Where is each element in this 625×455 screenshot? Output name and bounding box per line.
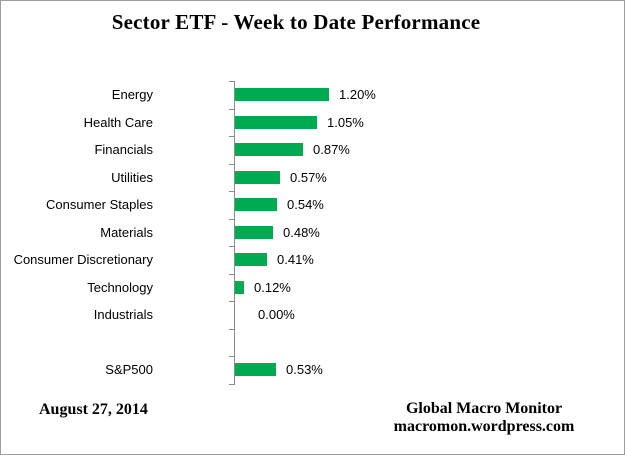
axis-tick bbox=[229, 164, 235, 165]
category-label: Financials bbox=[94, 142, 153, 157]
footer-credit: Global Macro Monitor macromon.wordpress.… bbox=[334, 400, 624, 436]
category-label: S&P500 bbox=[105, 362, 153, 377]
category-label: Health Care bbox=[83, 115, 153, 130]
axis-tick bbox=[229, 356, 235, 357]
category-label: Energy bbox=[111, 87, 153, 102]
value-label: 1.05% bbox=[327, 115, 364, 130]
value-label: 0.54% bbox=[287, 197, 324, 212]
bar bbox=[235, 281, 244, 294]
axis-tick bbox=[229, 219, 235, 220]
category-label: Industrials bbox=[93, 307, 153, 322]
category-label: Technology bbox=[87, 280, 153, 295]
axis-tick bbox=[229, 191, 235, 192]
chart-title: Sector ETF - Week to Date Performance bbox=[111, 10, 481, 34]
bar bbox=[235, 171, 280, 184]
footer-credit-source: Global Macro Monitor bbox=[405, 400, 563, 417]
bar bbox=[235, 198, 277, 211]
value-label: 0.41% bbox=[277, 252, 314, 267]
bar bbox=[235, 363, 276, 376]
bar bbox=[235, 226, 273, 239]
bar bbox=[235, 88, 329, 101]
axis-tick bbox=[229, 384, 235, 385]
value-label: 0.00% bbox=[258, 307, 295, 322]
axis-tick bbox=[229, 246, 235, 247]
category-label: Consumer Staples bbox=[46, 197, 153, 212]
footer-date: August 27, 2014 bbox=[39, 401, 148, 418]
value-label: 0.53% bbox=[286, 362, 323, 377]
value-label: 0.87% bbox=[313, 142, 350, 157]
value-label: 0.57% bbox=[290, 170, 327, 185]
axis-tick bbox=[229, 81, 235, 82]
bar bbox=[235, 116, 317, 129]
axis-tick bbox=[229, 301, 235, 302]
value-label: 0.48% bbox=[283, 225, 320, 240]
axis-tick bbox=[229, 136, 235, 137]
category-label: Utilities bbox=[111, 170, 153, 185]
bar bbox=[235, 143, 303, 156]
axis-tick bbox=[229, 329, 235, 330]
category-label: Consumer Discretionary bbox=[13, 252, 153, 267]
bar bbox=[235, 253, 267, 266]
footer-credit-url: macromon.wordpress.com bbox=[393, 418, 575, 435]
axis-tick bbox=[229, 109, 235, 110]
axis-tick bbox=[229, 274, 235, 275]
value-label: 0.12% bbox=[254, 280, 291, 295]
category-label: Materials bbox=[100, 225, 153, 240]
category-axis-line bbox=[234, 81, 235, 384]
value-label: 1.20% bbox=[339, 87, 376, 102]
